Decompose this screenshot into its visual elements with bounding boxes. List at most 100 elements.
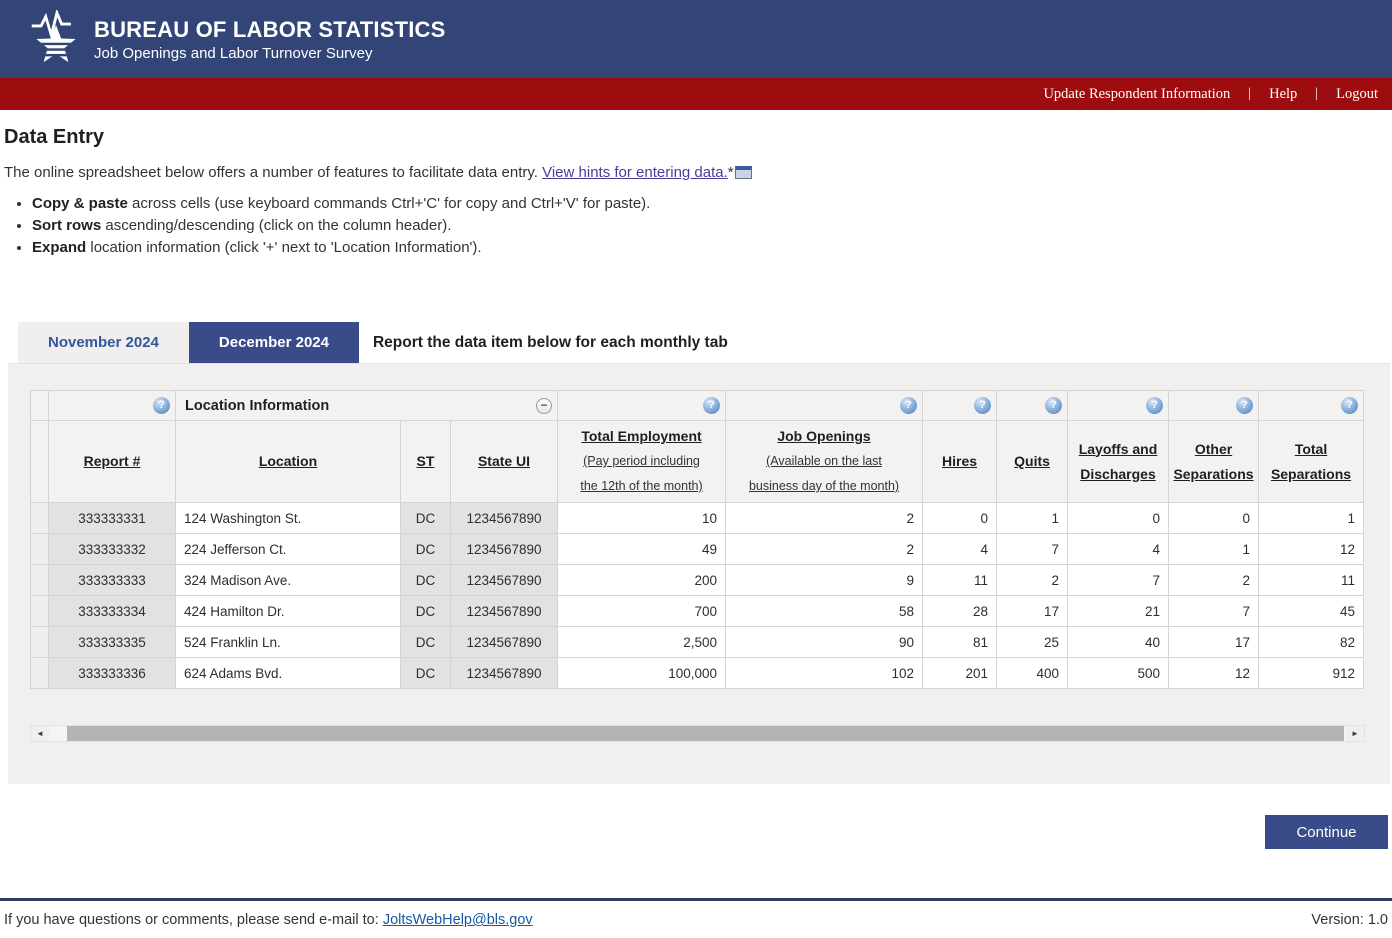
column-header-state-ui[interactable]: State UI bbox=[449, 420, 559, 503]
state-cell: DC bbox=[400, 564, 451, 596]
total-separations-cell[interactable]: 45 bbox=[1258, 595, 1365, 627]
total-separations-cell[interactable]: 82 bbox=[1258, 626, 1365, 658]
total-separations-cell[interactable]: 912 bbox=[1258, 657, 1365, 689]
table-row: 333333333 324 Madison Ave. DC 1234567890… bbox=[30, 564, 1365, 596]
column-header-total-employment[interactable]: Total Employment (Pay period including t… bbox=[557, 420, 727, 503]
row-handle[interactable] bbox=[30, 657, 49, 689]
job-openings-cell[interactable]: 58 bbox=[725, 595, 924, 627]
column-header-total-separations[interactable]: Total Separations bbox=[1258, 420, 1365, 503]
row-handle[interactable] bbox=[30, 564, 49, 596]
column-header-other-separations[interactable]: Other Separations bbox=[1168, 420, 1260, 503]
location-cell[interactable]: 524 Franklin Ln. bbox=[175, 626, 401, 658]
column-header-report[interactable]: Report # bbox=[48, 420, 176, 503]
scrollbar-track[interactable] bbox=[49, 726, 1346, 741]
corner-cell bbox=[30, 390, 49, 421]
row-handle[interactable] bbox=[30, 595, 49, 627]
total-separations-cell[interactable]: 12 bbox=[1258, 533, 1365, 565]
scrollbar-thumb[interactable] bbox=[67, 726, 1344, 741]
total-employment-cell[interactable]: 200 bbox=[557, 564, 727, 596]
report-number-cell: 333333333 bbox=[48, 564, 176, 596]
location-cell[interactable]: 324 Madison Ave. bbox=[175, 564, 401, 596]
job-openings-cell[interactable]: 102 bbox=[725, 657, 924, 689]
total-employment-cell[interactable]: 10 bbox=[557, 502, 727, 534]
help-icon[interactable]: ? bbox=[153, 397, 170, 414]
other-separations-cell[interactable]: 1 bbox=[1168, 533, 1260, 565]
state-cell: DC bbox=[400, 502, 451, 534]
other-separations-cell[interactable]: 17 bbox=[1168, 626, 1260, 658]
help-icon[interactable]: ? bbox=[703, 397, 721, 414]
layoffs-cell[interactable]: 500 bbox=[1067, 657, 1170, 689]
hires-cell[interactable]: 0 bbox=[922, 502, 998, 534]
quits-cell[interactable]: 2 bbox=[996, 564, 1069, 596]
hires-cell[interactable]: 11 bbox=[922, 564, 998, 596]
other-separations-cell[interactable]: 0 bbox=[1168, 502, 1260, 534]
continue-button[interactable]: Continue bbox=[1265, 815, 1388, 849]
other-separations-cell[interactable]: 2 bbox=[1168, 564, 1260, 596]
row-handle[interactable] bbox=[30, 502, 49, 534]
help-icon[interactable]: ? bbox=[1341, 397, 1359, 414]
hires-cell[interactable]: 28 bbox=[922, 595, 998, 627]
column-header-quits[interactable]: Quits bbox=[996, 420, 1069, 503]
column-header-hires[interactable]: Hires bbox=[922, 420, 998, 503]
column-header-job-openings[interactable]: Job Openings (Available on the last busi… bbox=[725, 420, 924, 503]
location-cell[interactable]: 124 Washington St. bbox=[175, 502, 401, 534]
quits-cell[interactable]: 7 bbox=[996, 533, 1069, 565]
location-cell[interactable]: 424 Hamilton Dr. bbox=[175, 595, 401, 627]
hires-cell[interactable]: 81 bbox=[922, 626, 998, 658]
help-link[interactable]: Help bbox=[1269, 85, 1298, 102]
hires-cell[interactable]: 4 bbox=[922, 533, 998, 565]
total-employment-cell[interactable]: 100,000 bbox=[557, 657, 727, 689]
total-separations-help-cell: ? bbox=[1258, 390, 1365, 421]
scroll-left-button[interactable]: ◄ bbox=[31, 726, 49, 741]
total-employment-cell[interactable]: 49 bbox=[557, 533, 727, 565]
quits-cell[interactable]: 25 bbox=[996, 626, 1069, 658]
total-employment-cell[interactable]: 2,500 bbox=[557, 626, 727, 658]
layoffs-cell[interactable]: 7 bbox=[1067, 564, 1170, 596]
hires-help-cell: ? bbox=[922, 390, 998, 421]
quits-cell[interactable]: 1 bbox=[996, 502, 1069, 534]
row-handle[interactable] bbox=[30, 626, 49, 658]
layoffs-cell[interactable]: 21 bbox=[1067, 595, 1170, 627]
new-window-icon[interactable] bbox=[734, 166, 752, 179]
total-separations-cell[interactable]: 1 bbox=[1258, 502, 1365, 534]
tab-november-2024[interactable]: November 2024 bbox=[18, 322, 189, 363]
other-separations-cell[interactable]: 12 bbox=[1168, 657, 1260, 689]
help-icon[interactable]: ? bbox=[1045, 397, 1063, 414]
tab-december-2024[interactable]: December 2024 bbox=[188, 322, 359, 363]
help-icon[interactable]: ? bbox=[1236, 397, 1254, 414]
collapse-location-button[interactable]: − bbox=[536, 397, 553, 414]
scroll-right-button[interactable]: ► bbox=[1346, 726, 1364, 741]
help-icon[interactable]: ? bbox=[1146, 397, 1164, 414]
other-separations-cell[interactable]: 7 bbox=[1168, 595, 1260, 627]
horizontal-scrollbar[interactable]: ◄ ► bbox=[30, 725, 1365, 742]
state-cell: DC bbox=[400, 657, 451, 689]
hires-cell[interactable]: 201 bbox=[922, 657, 998, 689]
layoffs-cell[interactable]: 0 bbox=[1067, 502, 1170, 534]
quits-cell[interactable]: 400 bbox=[996, 657, 1069, 689]
job-openings-cell[interactable]: 9 bbox=[725, 564, 924, 596]
total-separations-cell[interactable]: 11 bbox=[1258, 564, 1365, 596]
location-cell[interactable]: 224 Jefferson Ct. bbox=[175, 533, 401, 565]
layoffs-cell[interactable]: 4 bbox=[1067, 533, 1170, 565]
column-header-st[interactable]: ST bbox=[400, 420, 451, 503]
email-link[interactable]: JoltsWebHelp@bls.gov bbox=[382, 912, 533, 928]
total-employment-cell[interactable]: 700 bbox=[557, 595, 727, 627]
state-cell: DC bbox=[400, 595, 451, 627]
update-respondent-link[interactable]: Update Respondent Information bbox=[1043, 85, 1231, 102]
state-ui-cell: 1234567890 bbox=[449, 564, 559, 596]
logout-link[interactable]: Logout bbox=[1336, 85, 1378, 102]
column-header-location[interactable]: Location bbox=[175, 420, 401, 503]
report-number-cell: 333333334 bbox=[48, 595, 176, 627]
job-openings-cell[interactable]: 2 bbox=[725, 502, 924, 534]
column-header-layoffs[interactable]: Layoffs and Discharges bbox=[1067, 420, 1170, 503]
list-item: Copy & paste across cells (use keyboard … bbox=[32, 195, 1388, 212]
job-openings-cell[interactable]: 90 bbox=[725, 626, 924, 658]
help-icon[interactable]: ? bbox=[900, 397, 918, 414]
location-cell[interactable]: 624 Adams Bvd. bbox=[175, 657, 401, 689]
view-hints-link[interactable]: View hints for entering data. bbox=[542, 164, 728, 181]
job-openings-cell[interactable]: 2 bbox=[725, 533, 924, 565]
quits-cell[interactable]: 17 bbox=[996, 595, 1069, 627]
layoffs-cell[interactable]: 40 bbox=[1067, 626, 1170, 658]
row-handle[interactable] bbox=[30, 533, 49, 565]
help-icon[interactable]: ? bbox=[974, 397, 992, 414]
